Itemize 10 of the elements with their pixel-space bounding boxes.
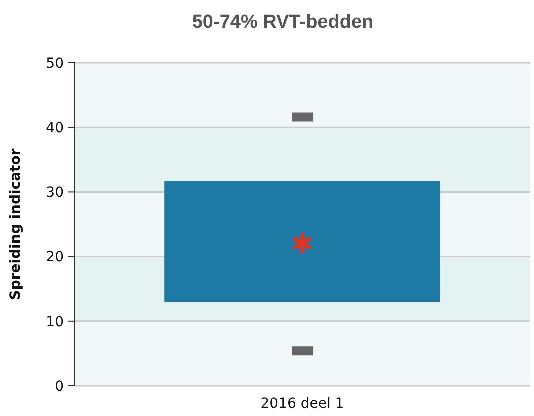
x-tick-label: 2016 deel 1 [260,396,344,412]
chart-title: 50-74% RVT-bedden [192,12,374,33]
y-tick-label: 0 [55,378,64,395]
y-tick-label: 40 [46,120,64,136]
y-axis-title: Spreiding indicator [8,148,24,300]
y-tick-label: 50 [46,56,64,72]
y-tick-label: 30 [46,185,64,202]
y-tick-label: 20 [46,250,64,266]
y-tick-label: 10 [46,314,64,330]
point [292,231,314,256]
